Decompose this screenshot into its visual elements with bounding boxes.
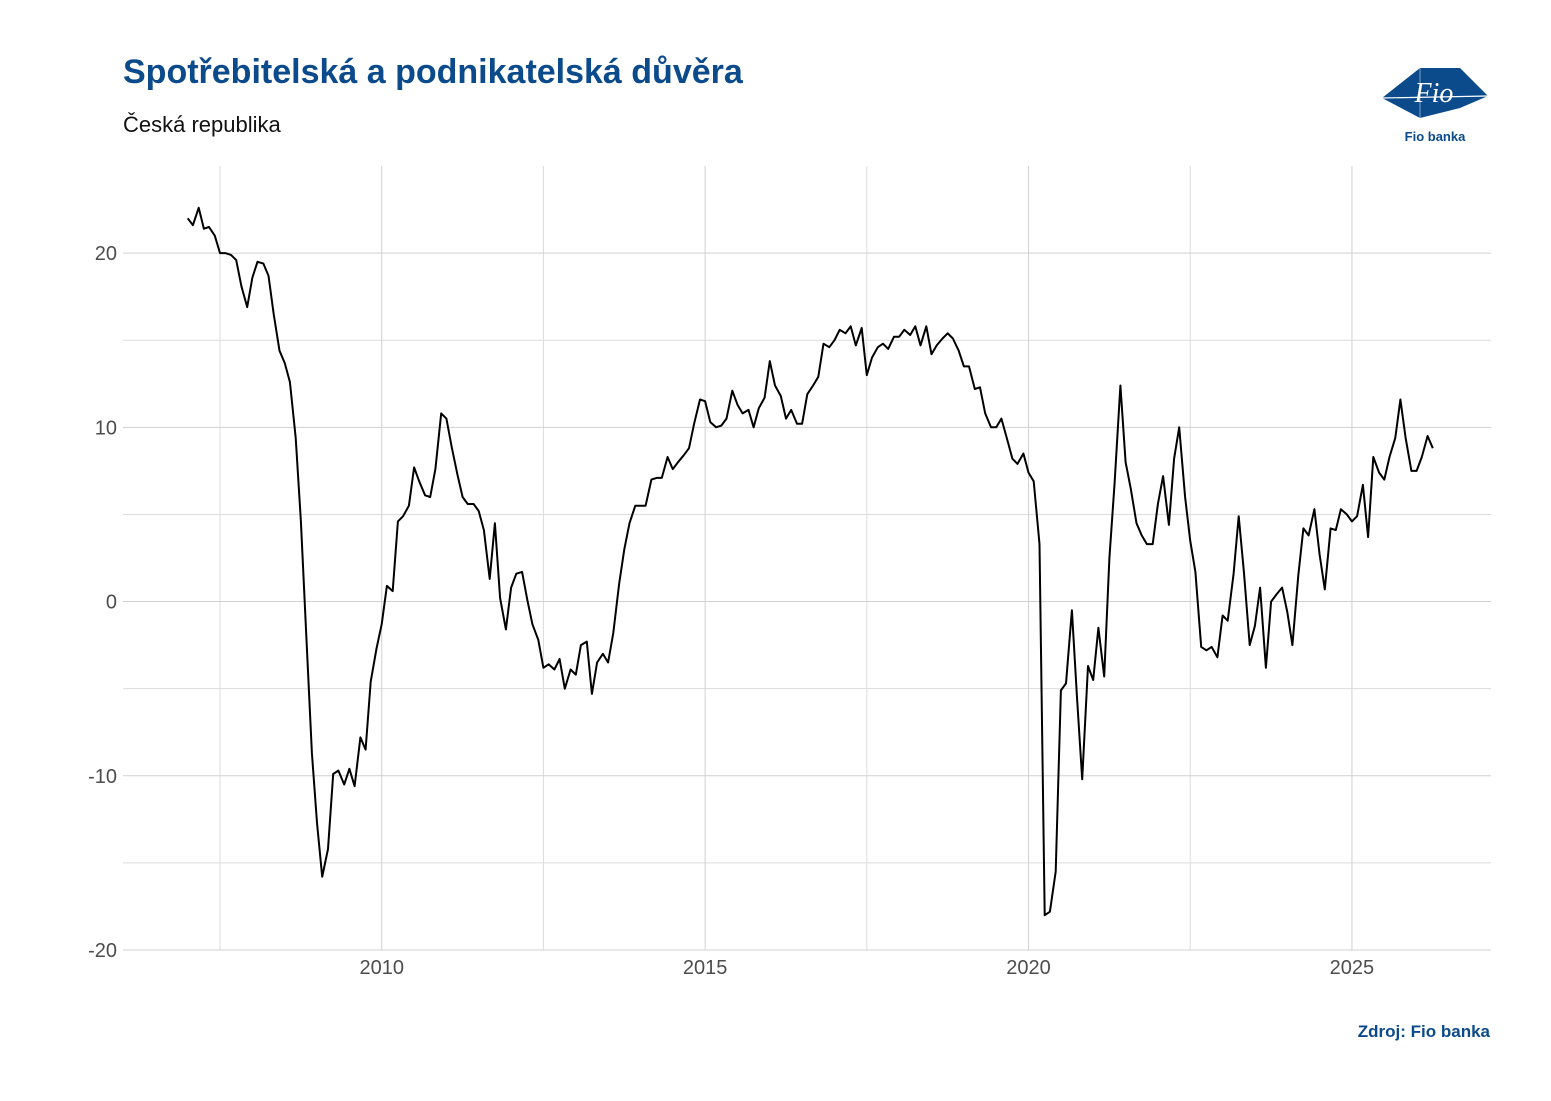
logo-mark: Fio bbox=[1414, 78, 1454, 109]
chart-title: Spotřebitelská a podnikatelská důvěra bbox=[123, 53, 743, 91]
y-tick-label: 0 bbox=[106, 592, 117, 614]
series-group bbox=[186, 206, 1434, 917]
fio-logo-icon: Fio bbox=[1381, 68, 1489, 118]
x-tick-label: 2015 bbox=[683, 957, 728, 979]
logo-caption: Fio banka bbox=[1404, 129, 1466, 144]
chart-subtitle: Česká republika bbox=[123, 112, 281, 137]
series-line bbox=[186, 206, 1434, 917]
y-tick-label: -20 bbox=[88, 940, 117, 962]
y-tick-label: 20 bbox=[95, 243, 117, 265]
y-tick-label: -10 bbox=[88, 766, 117, 788]
x-tick-label: 2020 bbox=[1006, 957, 1051, 979]
source-note: Zdroj: Fio banka bbox=[1357, 1022, 1490, 1041]
grid bbox=[123, 166, 1491, 951]
x-tick-label: 2010 bbox=[359, 957, 404, 979]
x-tick-label: 2025 bbox=[1330, 957, 1375, 979]
y-tick-label: 10 bbox=[95, 417, 117, 439]
tick-labels: -20 -10 0 10 20 2010 2015 2020 2025 bbox=[88, 243, 1374, 979]
